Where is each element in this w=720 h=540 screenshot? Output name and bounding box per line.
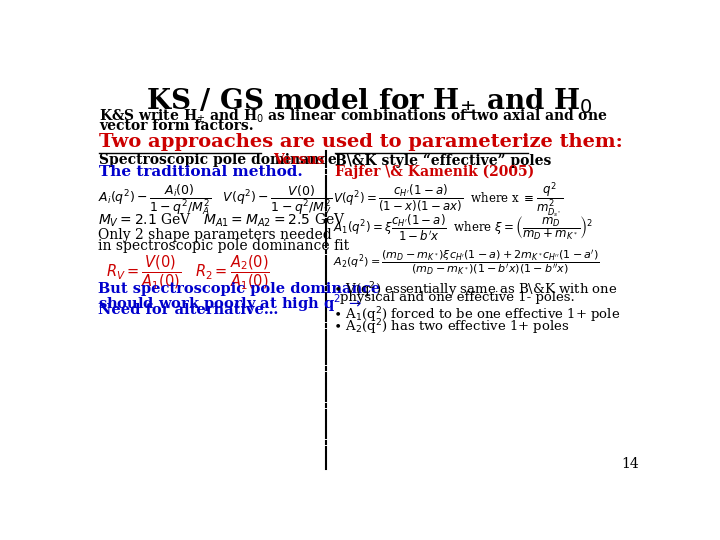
Text: B\&K style “effective” poles: B\&K style “effective” poles — [335, 153, 552, 167]
Text: Fajfer \& Kamenik (2005): Fajfer \& Kamenik (2005) — [335, 165, 534, 179]
Text: But spectroscopic pole dominance: But spectroscopic pole dominance — [98, 282, 380, 296]
Text: $\bullet$ V(q$^2$) essentially same as B\&K with one: $\bullet$ V(q$^2$) essentially same as B… — [333, 280, 618, 300]
Text: $A_1(q^2)=\xi\dfrac{c_{H'}(1-a)}{1-b'x}$  where $\xi=\left(\dfrac{m_D}{m_D+m_{K^: $A_1(q^2)=\xi\dfrac{c_{H'}(1-a)}{1-b'x}$… — [333, 213, 594, 243]
Text: Spectroscopic pole dominance: Spectroscopic pole dominance — [99, 153, 337, 167]
Text: K&S write H$_{\pm}$ and H$_0$ as linear combinations of two axial and one: K&S write H$_{\pm}$ and H$_0$ as linear … — [99, 108, 608, 125]
Text: $A_i(q^2)-\dfrac{A_i(0)}{1-q^2/M_A^2}\quad V(q^2)-\dfrac{V(0)}{1-q^2/M_V^2}$: $A_i(q^2)-\dfrac{A_i(0)}{1-q^2/M_A^2}\qu… — [98, 182, 332, 217]
Text: $M_V = 2.1$ GeV   $M_{A1}=M_{A2}=2.5$ GeV: $M_V = 2.1$ GeV $M_{A1}=M_{A2}=2.5$ GeV — [98, 211, 346, 228]
Text: Two approaches are used to parameterize them:: Two approaches are used to parameterize … — [99, 132, 623, 151]
Text: $\bullet$ A$_2$(q$^2$) has two effective 1+ poles: $\bullet$ A$_2$(q$^2$) has two effective… — [333, 318, 570, 337]
Text: $V(q^2)=\dfrac{c_{H'}(1-a)}{(1-x)(1-ax)}$  where x $\equiv\dfrac{q^2}{m^2_{D_{s^: $V(q^2)=\dfrac{c_{H'}(1-a)}{(1-x)(1-ax)}… — [333, 180, 564, 220]
Text: KS / GS model for H$_{\pm}$ and H$_0$: KS / GS model for H$_{\pm}$ and H$_0$ — [145, 86, 593, 116]
Text: Need for alternative…: Need for alternative… — [98, 303, 278, 318]
Text: $R_V=\dfrac{V(0)}{A_1(0)}$: $R_V=\dfrac{V(0)}{A_1(0)}$ — [106, 253, 181, 291]
Text: physical and one effective 1- poles.: physical and one effective 1- poles. — [340, 291, 575, 304]
Text: Only 2 shape parameters needed: Only 2 shape parameters needed — [98, 228, 331, 242]
Text: $\bullet$ A$_1$(q$^2$) forced to be one effective 1+ pole: $\bullet$ A$_1$(q$^2$) forced to be one … — [333, 305, 621, 325]
Text: $R_2=\dfrac{A_2(0)}{A_1(0)}$: $R_2=\dfrac{A_2(0)}{A_1(0)}$ — [194, 253, 269, 291]
Text: The traditional method.: The traditional method. — [99, 165, 303, 179]
Text: should work poorly at high q$^2$ $\rightarrow$: should work poorly at high q$^2$ $\right… — [98, 293, 362, 314]
Text: in spectroscopic pole dominance fit: in spectroscopic pole dominance fit — [98, 239, 349, 253]
Text: 14: 14 — [621, 457, 639, 471]
Text: $A_2(q^2)=\dfrac{(m_D-m_{K^*})\xi c_{H'}(1-a)+2m_{K^*}c_{H''}(1-a')}{(m_D-m_{K^*: $A_2(q^2)=\dfrac{(m_D-m_{K^*})\xi c_{H'}… — [333, 248, 600, 276]
Text: vector form factors.: vector form factors. — [99, 119, 254, 133]
Text: Versus: Versus — [273, 153, 325, 167]
